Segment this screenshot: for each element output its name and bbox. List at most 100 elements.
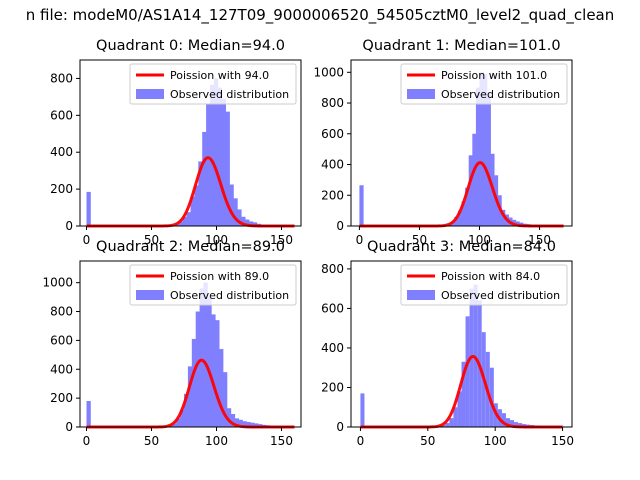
histogram-bar [453, 407, 458, 427]
y-tick-label: 0 [65, 219, 73, 233]
histogram-bar [237, 209, 242, 226]
histogram-bar [454, 216, 459, 226]
subplots: 0 50 100 150 0 200 400 600 800 Poission with 94.0… [42, 38, 574, 448]
histogram-bar [501, 413, 506, 427]
y-tick-label: 600 [321, 127, 344, 141]
histogram-bar [198, 161, 203, 226]
axes-frame [350, 59, 573, 227]
x-tick-label: 150 [270, 233, 293, 247]
histogram-bar [457, 210, 463, 226]
histogram-bar [252, 222, 258, 226]
x-tick-label: 150 [528, 233, 551, 247]
y-tick-label: 600 [50, 333, 73, 347]
y-tick-label: 0 [336, 219, 344, 233]
histogram-bar [233, 198, 238, 226]
x-tick-label: 50 [412, 233, 427, 247]
y-tick-label: 0 [65, 420, 73, 434]
x-tick-label: 100 [205, 233, 228, 247]
histogram-bar [195, 311, 200, 427]
x-tick-label: 100 [468, 233, 491, 247]
x-tick-label: 0 [357, 434, 365, 448]
x-tick-label: 150 [551, 434, 574, 448]
y-tick-label: 0 [336, 420, 344, 434]
subplot-title: Quadrant 0: Median=94.0 [96, 38, 285, 54]
histogram-bar [473, 284, 478, 427]
y-tick-label: 200 [50, 391, 73, 405]
histogram-bar [219, 349, 224, 427]
legend-box [129, 264, 297, 306]
x-tick-label: 50 [420, 434, 435, 448]
y-tick-label: 600 [321, 301, 344, 315]
y-tick-label: 800 [50, 305, 73, 319]
x-tick-label: 0 [356, 233, 364, 247]
legend-hist-swatch [407, 290, 435, 300]
histogram-bar [472, 133, 477, 226]
legend-hist-label: Observed distribution [441, 289, 560, 302]
histogram-bar [190, 196, 195, 226]
legend-hist-swatch [407, 89, 435, 99]
axes-frame [79, 59, 302, 227]
histogram-bar [86, 401, 91, 427]
y-tick-label: 800 [321, 262, 344, 276]
histogram-bar [176, 418, 181, 427]
histogram-bar [486, 92, 491, 226]
histogram-bar [359, 185, 364, 226]
legend: Poission with 84.0 Observed distribution [400, 264, 568, 306]
x-tick-label: 100 [205, 434, 228, 448]
legend-hist-label: Observed distribution [441, 88, 560, 101]
legend-fit-label: Poission with 94.0 [170, 69, 269, 82]
histogram-bar [445, 423, 450, 427]
x-tick-label: 50 [144, 233, 159, 247]
y-tick-label: 200 [50, 182, 73, 196]
subplot-title: Quadrant 1: Median=101.0 [362, 38, 560, 54]
histogram-bar [468, 155, 473, 226]
histogram-bar [514, 422, 519, 427]
legend-hist-label: Observed distribution [170, 88, 289, 101]
subplot-quadrant-0: 0 50 100 150 0 200 400 600 800 Poission with 94.0… [50, 38, 302, 247]
histogram-bar [441, 425, 446, 427]
histogram-bar [226, 408, 232, 427]
y-tick-label: 600 [50, 108, 73, 122]
histogram-bar [229, 184, 234, 226]
histogram-bar [210, 84, 215, 227]
legend-fit-label: Poission with 101.0 [441, 69, 547, 82]
y-tick-label: 200 [321, 380, 344, 394]
subplot-quadrant-1: 0 50 100 150 0 200 400 600 800 1000 Poission with … [313, 38, 573, 247]
histogram-bar [449, 418, 454, 427]
legend: Poission with 101.0 Observed distribution [400, 63, 568, 105]
histogram-bar [489, 367, 494, 427]
histogram-bar [501, 209, 506, 226]
histogram-bar [465, 316, 470, 427]
histogram-bar [250, 422, 255, 427]
histogram-bars [86, 282, 278, 427]
histogram-bar [180, 409, 185, 427]
histogram-bar [203, 282, 208, 427]
figure-suptitle: n file: modeM0/AS1A14_127T09_9000006520_… [26, 6, 615, 25]
histogram-bar [187, 366, 193, 427]
x-tick-label: 50 [144, 434, 159, 448]
y-tick-label: 400 [321, 341, 344, 355]
histogram-bar [505, 418, 511, 427]
legend-hist-label: Observed distribution [170, 289, 289, 302]
histogram-bar [202, 131, 207, 226]
histogram-bar [184, 393, 189, 427]
legend-box [129, 63, 297, 105]
legend-hist-swatch [136, 290, 164, 300]
legend-box [400, 63, 568, 105]
subplot-quadrant-3: 0 50 100 150 0 200 400 600 800 Poission with 84.0… [321, 239, 574, 448]
histogram-bar [450, 222, 455, 226]
histogram-bar [213, 78, 219, 226]
histogram-bar [465, 187, 470, 226]
histogram-bar [191, 338, 197, 427]
histogram-bar [182, 216, 187, 226]
histogram-bar [254, 423, 259, 427]
histogram-bar [206, 104, 211, 226]
histogram-bar [86, 191, 91, 226]
histogram-bar [242, 421, 247, 427]
x-tick-label: 0 [83, 233, 91, 247]
histogram-bar [172, 423, 177, 427]
histogram-bar [221, 98, 226, 226]
histogram-bar [246, 421, 251, 427]
histogram-bar [510, 420, 515, 427]
